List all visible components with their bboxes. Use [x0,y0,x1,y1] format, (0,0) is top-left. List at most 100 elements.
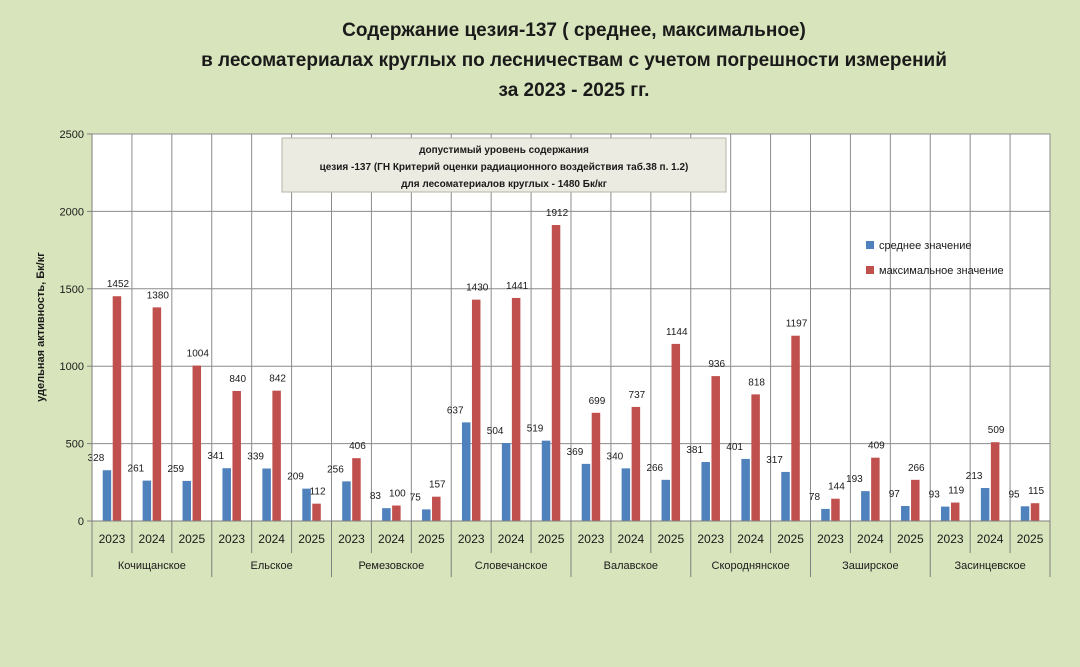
data-label-mean-19: 193 [846,474,863,485]
bar-mean-8 [422,509,431,521]
x-year-label-1: 2024 [139,532,166,546]
bar-mean-15 [701,462,710,521]
bar-mean-14 [661,479,671,521]
bar-max-22 [990,442,1000,521]
legend-label-max: максимальное значение [879,265,1004,277]
x-axis: 2023 2024 2025 2023 2024 2025 2023 2024 2025 2023… [91,520,1051,577]
x-year-label-11: 2025 [538,532,565,546]
x-year-label-17: 2025 [777,532,804,546]
data-label-mean-2: 259 [167,464,184,475]
bar-max-5 [312,503,321,521]
bar-mean-13 [621,468,631,521]
bar-mean-11 [541,440,551,521]
x-group-label-2: Ремезовское [358,560,424,572]
bar-max-13 [631,406,641,521]
data-label-mean-5: 209 [287,472,304,483]
x-year-label-3: 2023 [218,532,245,546]
x-group-label-5: Скороднянское [712,560,790,572]
bar-mean-18 [821,508,830,521]
title-line-2: в лесоматериалах круглых по лесничествам… [201,50,947,71]
x-year-label-14: 2025 [657,532,684,546]
bar-mean-23 [1020,506,1030,521]
bar-mean-20 [901,505,910,521]
bar-max-3 [232,390,241,521]
annotation-line-3: для лесоматериалов круглых - 1480 Бк/кг [401,179,607,190]
limit-annotation: допустимый уровень содержания цезия -137… [281,137,727,193]
x-year-label-7: 2024 [378,532,405,546]
bar-mean-3 [222,468,231,521]
data-label-mean-6: 256 [327,464,344,475]
y-axis: 0 500 1000 1500 2000 2500 [60,129,93,528]
data-label-max-2: 1004 [187,349,210,360]
data-label-max-9: 1430 [466,283,489,294]
data-label-max-11: 1912 [546,208,569,219]
data-label-max-20: 266 [908,463,925,474]
legend-swatch-max [866,266,874,274]
data-label-max-6: 406 [349,441,366,452]
y-tick-label-5: 2500 [60,129,84,141]
legend: среднее значение максимальное значение [866,240,1004,277]
bar-max-20 [911,479,920,521]
data-label-max-14: 1144 [666,327,688,338]
data-label-mean-22: 213 [966,471,983,482]
y-axis-label: удельная активность, Бк/кг [35,252,47,402]
bar-max-23 [1030,503,1040,521]
x-year-label-8: 2025 [418,532,445,546]
data-label-mean-14: 266 [646,463,663,474]
x-year-label-15: 2023 [697,532,724,546]
bar-max-2 [192,365,202,521]
x-year-label-2: 2025 [178,532,205,546]
x-year-label-10: 2024 [498,532,525,546]
bar-max-18 [831,498,840,521]
y-tick-label-2: 1000 [60,361,84,373]
x-year-label-6: 2023 [338,532,365,546]
x-year-label-16: 2024 [737,532,764,546]
bar-max-9 [471,299,481,521]
data-label-mean-3: 341 [207,451,224,462]
bar-mean-6 [342,481,351,521]
title-line-1: Содержание цезия-137 ( среднее, максимал… [342,20,806,41]
data-label-mean-18: 78 [809,492,821,503]
data-label-max-18: 144 [828,482,845,493]
annotation-line-1: допустимый уровень содержания [419,145,589,156]
data-label-mean-4: 339 [247,452,264,463]
y-tick-label-4: 2000 [60,206,84,218]
bar-mean-12 [581,463,591,521]
bar-mean-21 [940,506,950,521]
bar-max-15 [711,376,720,521]
chart-title: Содержание цезия-137 ( среднее, максимал… [201,20,947,101]
x-year-label-5: 2025 [298,532,325,546]
data-label-mean-13: 340 [607,451,624,462]
x-year-label-9: 2023 [458,532,485,546]
bar-mean-5 [302,488,311,521]
data-label-mean-23: 95 [1008,489,1020,500]
data-label-max-0: 1452 [107,279,130,290]
data-label-mean-1: 261 [128,464,145,475]
y-tick-label-1: 500 [66,439,84,451]
data-label-max-7: 100 [389,489,406,500]
x-year-label-22: 2024 [977,532,1004,546]
x-group-label-0: Кочищанское [118,560,186,572]
bars [102,225,1040,521]
data-label-mean-10: 504 [487,426,504,437]
x-year-label-4: 2024 [258,532,285,546]
data-label-mean-8: 75 [410,492,422,503]
data-label-mean-0: 328 [88,453,105,464]
title-line-3: за 2023 - 2025 гг. [499,80,650,101]
gridlines [92,133,1050,521]
data-label-max-21: 119 [948,486,964,497]
bar-mean-7 [382,508,391,521]
bar-mean-9 [461,422,471,521]
bar-max-8 [432,496,441,521]
data-label-max-5: 112 [310,487,326,498]
bar-max-17 [791,335,800,521]
bar-mean-1 [142,480,152,521]
x-group-label-1: Ельское [251,560,293,572]
x-year-label-21: 2023 [937,532,964,546]
data-label-max-10: 1441 [506,281,529,292]
data-label-max-4: 842 [269,374,286,385]
data-label-mean-17: 317 [766,455,783,466]
data-label-mean-9: 637 [447,405,464,416]
x-year-label-18: 2023 [817,532,844,546]
